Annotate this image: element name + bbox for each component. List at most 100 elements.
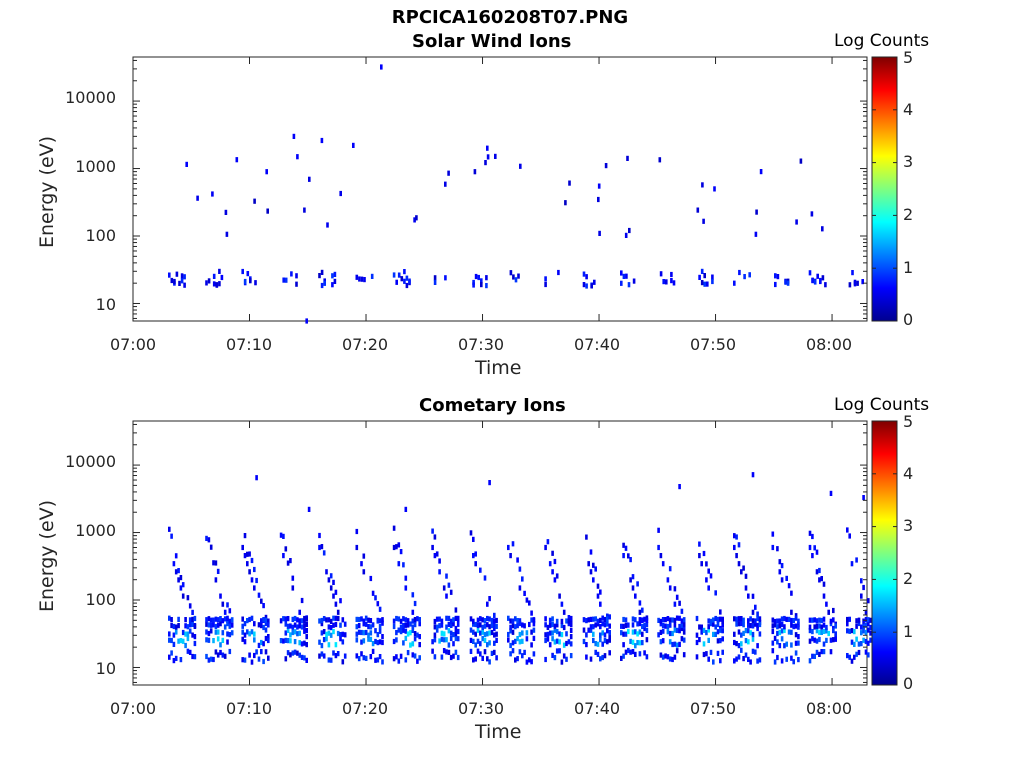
data-cell xyxy=(666,577,670,583)
data-cell xyxy=(329,573,333,579)
data-cell xyxy=(629,557,632,563)
data-cell xyxy=(622,642,625,648)
data-cell xyxy=(320,621,324,627)
data-cell xyxy=(221,601,225,607)
panel-1-y-tick-1000: 1000 xyxy=(75,157,116,176)
data-cell xyxy=(864,649,868,655)
data-cell xyxy=(381,639,384,646)
data-cell xyxy=(783,643,786,649)
data-cell xyxy=(449,622,453,628)
data-cell xyxy=(747,639,750,645)
data-cell xyxy=(758,657,762,663)
data-cell xyxy=(698,553,701,559)
data-cell xyxy=(523,623,526,629)
data-cell xyxy=(867,617,870,623)
data-cell xyxy=(657,617,660,623)
data-cell xyxy=(785,575,788,581)
data-cell xyxy=(808,658,812,664)
data-cell xyxy=(371,641,375,647)
data-cell xyxy=(488,616,491,622)
data-cell xyxy=(303,618,306,624)
data-cell xyxy=(594,622,597,628)
data-cell xyxy=(544,281,547,288)
panel-1-x-tick-0730: 07:30 xyxy=(457,335,505,354)
data-cell xyxy=(555,618,559,624)
data-cell xyxy=(509,651,512,657)
data-cell xyxy=(402,627,405,633)
data-cell xyxy=(472,621,475,627)
data-cell xyxy=(811,653,814,659)
data-cell xyxy=(284,546,288,552)
data-cell xyxy=(585,534,588,540)
data-cell xyxy=(413,636,417,642)
data-cell xyxy=(562,624,566,631)
data-cell xyxy=(530,617,533,623)
data-cell xyxy=(362,638,366,644)
data-cell xyxy=(418,655,421,661)
data-cell xyxy=(339,598,342,604)
data-cell xyxy=(675,627,679,633)
data-cell xyxy=(818,577,821,583)
data-cell xyxy=(223,616,227,622)
data-cell xyxy=(445,637,448,643)
data-cell xyxy=(514,657,517,663)
data-cell xyxy=(790,642,793,648)
data-cell xyxy=(336,615,340,622)
data-cell xyxy=(298,618,301,624)
data-cell xyxy=(403,269,406,275)
data-cell xyxy=(631,629,635,635)
data-cell xyxy=(643,650,646,656)
data-cell xyxy=(216,636,220,642)
data-cell xyxy=(818,623,821,629)
data-cell xyxy=(360,639,363,645)
data-cell xyxy=(479,630,482,636)
data-cell xyxy=(829,618,833,624)
data-cell xyxy=(435,616,439,622)
panel-2-colorbar-tick-3: 3 xyxy=(903,516,914,535)
data-cell xyxy=(215,282,219,288)
data-cell xyxy=(490,617,494,624)
data-cell xyxy=(548,642,552,648)
data-cell xyxy=(409,621,412,627)
panel-1-title: Solar Wind Ions xyxy=(412,31,572,52)
data-cell xyxy=(627,647,630,654)
data-cell xyxy=(493,640,496,646)
data-cell xyxy=(787,629,791,635)
data-cell xyxy=(860,630,863,636)
data-cell xyxy=(698,637,701,643)
data-cell xyxy=(284,630,288,636)
data-cell xyxy=(320,617,324,624)
data-cell xyxy=(794,615,798,621)
data-cell xyxy=(624,622,628,629)
data-cell xyxy=(265,169,268,175)
data-cell xyxy=(666,629,670,635)
data-cell xyxy=(188,603,192,609)
data-cell xyxy=(629,649,632,655)
data-cell xyxy=(293,649,297,655)
data-cell xyxy=(416,616,419,622)
data-cell xyxy=(507,637,510,643)
data-cell xyxy=(780,577,784,583)
data-cell xyxy=(253,198,256,204)
data-cell xyxy=(322,637,326,643)
data-cell xyxy=(173,278,176,285)
data-cell xyxy=(721,628,724,634)
data-cell xyxy=(214,649,218,655)
data-cell xyxy=(861,279,864,285)
data-cell xyxy=(305,621,308,627)
data-cell xyxy=(751,648,755,654)
data-cell xyxy=(751,618,755,624)
data-cell xyxy=(452,641,455,647)
data-cell xyxy=(479,641,482,647)
data-cell xyxy=(834,634,837,640)
data-cell xyxy=(514,638,517,644)
data-cell xyxy=(193,615,197,622)
data-cell xyxy=(862,495,865,501)
data-cell xyxy=(705,577,708,583)
data-cell xyxy=(771,544,775,551)
data-cell xyxy=(594,649,597,655)
data-cell xyxy=(177,623,180,629)
panel-2-y-tick-100: 100 xyxy=(85,590,116,609)
data-cell xyxy=(666,623,670,630)
data-cell xyxy=(638,651,642,657)
